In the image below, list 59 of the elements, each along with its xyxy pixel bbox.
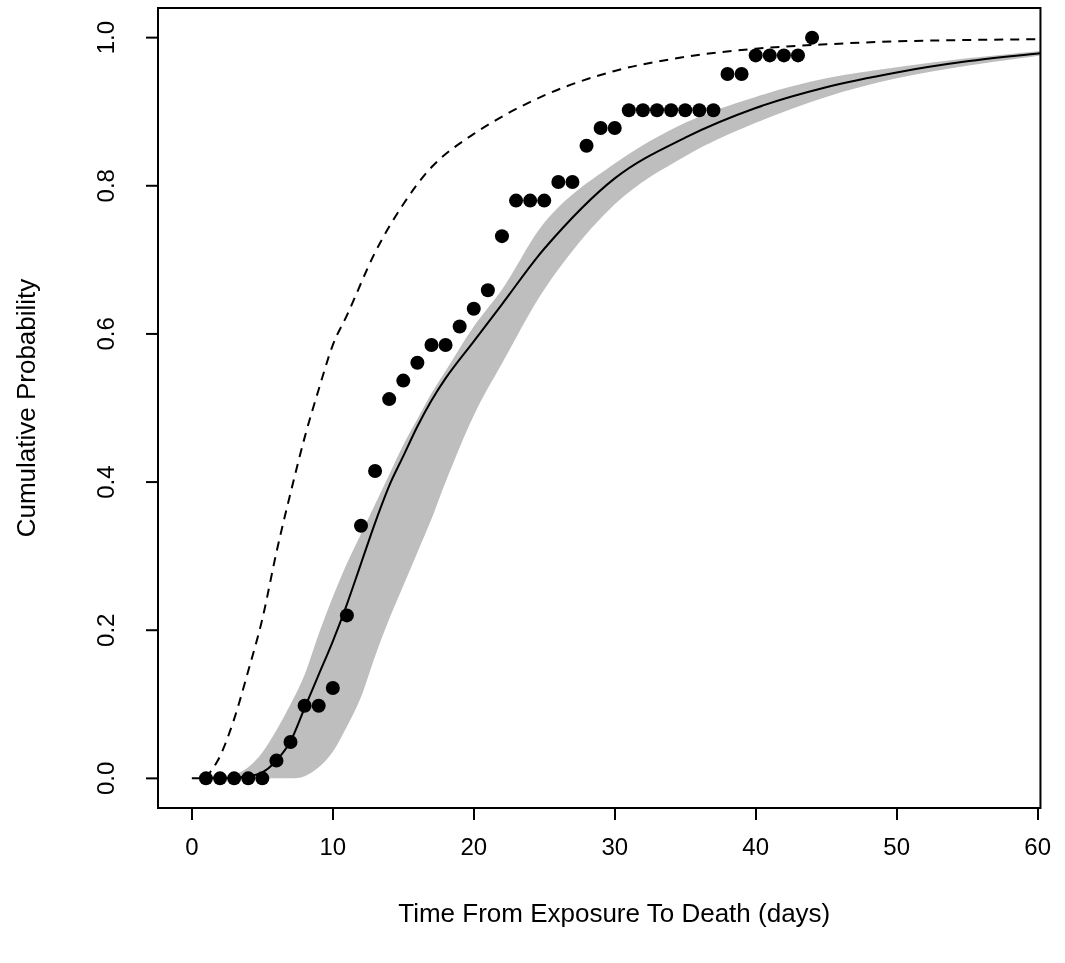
point (198, 771, 213, 786)
point (551, 175, 566, 190)
point (621, 103, 636, 118)
point (452, 319, 467, 334)
x-tick-label: 20 (460, 833, 488, 861)
point (537, 193, 552, 208)
point (382, 392, 397, 407)
point (776, 48, 791, 63)
point (424, 338, 439, 353)
point (607, 121, 622, 135)
point (579, 138, 594, 153)
point (255, 771, 270, 786)
point (283, 735, 298, 750)
point (438, 338, 453, 353)
point (396, 373, 411, 388)
point (339, 608, 354, 623)
x-tick-label: 0 (185, 833, 199, 861)
point (410, 355, 425, 370)
y-tick-label: 0.8 (91, 169, 119, 203)
point (805, 30, 820, 45)
point (311, 698, 326, 713)
point (269, 753, 284, 768)
point (325, 681, 340, 695)
x-tick-label: 10 (319, 833, 347, 861)
y-axis-title: Cumulative Probability (11, 278, 42, 538)
point (720, 66, 735, 81)
point (706, 103, 721, 118)
point (692, 103, 707, 118)
point (748, 48, 763, 63)
y-tick-label: 0.0 (91, 761, 119, 796)
point (762, 48, 777, 63)
point (509, 193, 524, 208)
point (565, 175, 580, 190)
point (353, 518, 368, 533)
x-tick-label: 60 (1024, 833, 1051, 861)
point (523, 193, 538, 208)
point (213, 771, 228, 786)
point (678, 103, 693, 118)
y-tick-label: 0.6 (91, 317, 119, 351)
point (790, 48, 805, 63)
point (635, 103, 650, 118)
y-tick-label: 1.0 (91, 20, 119, 55)
point (650, 103, 665, 118)
point (664, 103, 679, 118)
point (480, 283, 495, 298)
point (466, 301, 481, 316)
point (734, 66, 749, 81)
point (368, 463, 383, 478)
point (227, 771, 242, 786)
x-tick-label: 50 (883, 833, 911, 861)
point (494, 229, 509, 244)
x-tick-label: 30 (601, 833, 629, 861)
x-axis-title: Time From Exposure To Death (days) (398, 898, 831, 929)
x-tick-label: 40 (742, 833, 770, 861)
point (241, 771, 256, 786)
y-tick-label: 0.2 (91, 613, 119, 647)
point (593, 121, 608, 135)
point (297, 698, 312, 713)
y-tick-label: 0.4 (91, 465, 119, 499)
